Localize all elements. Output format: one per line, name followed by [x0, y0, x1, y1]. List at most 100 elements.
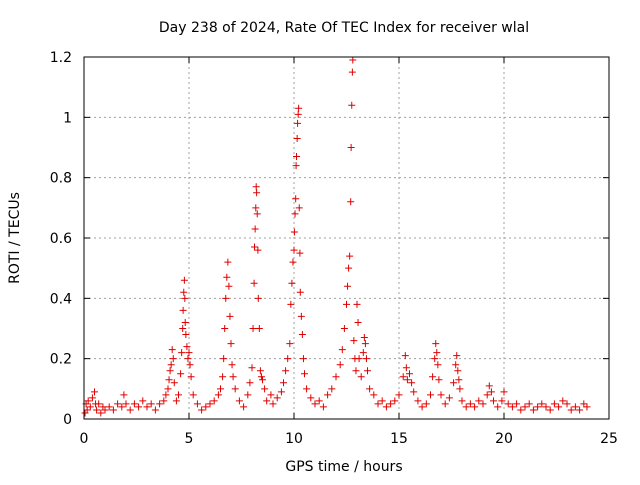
- data-point: [307, 394, 315, 402]
- data-point: [193, 400, 201, 408]
- data-point: [567, 406, 575, 414]
- data-point: [479, 400, 487, 408]
- data-point: [227, 340, 235, 348]
- points-layer: [81, 56, 591, 417]
- data-point: [433, 349, 441, 357]
- data-point: [170, 379, 178, 387]
- data-point: [490, 397, 497, 405]
- data-point: [454, 367, 462, 375]
- data-point: [120, 391, 128, 399]
- x-tick-label: 5: [185, 431, 194, 447]
- data-point: [290, 228, 298, 236]
- data-point: [295, 104, 303, 112]
- data-point: [256, 367, 264, 375]
- data-point: [214, 391, 222, 399]
- y-tick-label: 0.2: [50, 352, 72, 368]
- data-point: [143, 403, 151, 411]
- data-point: [295, 204, 303, 212]
- data-point: [179, 325, 187, 332]
- data-point: [458, 397, 466, 405]
- data-point: [311, 400, 319, 408]
- data-point: [441, 400, 449, 408]
- data-point: [251, 243, 259, 251]
- data-point: [429, 373, 437, 381]
- data-point: [483, 391, 491, 399]
- data-point: [147, 400, 155, 408]
- data-point: [513, 400, 521, 408]
- data-point: [289, 258, 297, 266]
- data-point: [500, 388, 508, 396]
- data-point: [222, 294, 230, 302]
- data-point: [217, 385, 224, 393]
- data-point: [267, 391, 275, 399]
- data-point: [177, 370, 185, 378]
- data-point: [118, 403, 126, 411]
- data-point: [294, 119, 302, 127]
- data-point: [172, 397, 180, 405]
- data-point: [498, 397, 506, 405]
- data-point: [349, 56, 357, 64]
- data-point: [347, 198, 355, 206]
- data-point: [235, 397, 243, 405]
- data-point: [240, 403, 248, 411]
- data-point: [387, 400, 395, 408]
- data-point: [292, 162, 300, 170]
- data-point: [453, 352, 461, 360]
- data-point: [345, 264, 353, 272]
- data-point: [167, 361, 175, 369]
- data-point: [347, 144, 355, 151]
- data-point: [294, 110, 302, 118]
- data-point: [223, 273, 231, 281]
- data-point: [328, 385, 336, 393]
- data-point: [250, 279, 258, 287]
- data-point: [168, 346, 176, 354]
- data-point: [221, 325, 229, 332]
- data-point: [401, 352, 409, 360]
- data-point: [249, 325, 257, 332]
- data-point: [391, 397, 399, 405]
- data-point: [403, 376, 411, 384]
- data-point: [156, 400, 164, 408]
- data-point: [418, 403, 426, 411]
- ticks-layer: 0 5 10 15 20 25 0 0.2 0.4 0.6 0.8 1 1.2: [50, 50, 618, 447]
- data-point: [315, 397, 323, 405]
- data-point: [186, 361, 194, 369]
- data-point: [378, 397, 386, 405]
- x-tick-label: 20: [495, 431, 513, 447]
- data-point: [252, 204, 260, 212]
- data-point: [180, 288, 188, 296]
- data-point: [135, 403, 143, 411]
- data-point: [435, 376, 443, 384]
- data-point: [253, 210, 261, 218]
- data-point: [299, 355, 307, 363]
- x-tick-label: 10: [285, 431, 303, 447]
- data-point: [202, 403, 210, 411]
- data-point: [162, 391, 170, 399]
- data-point: [259, 376, 266, 384]
- data-point: [160, 397, 168, 405]
- data-point: [508, 403, 516, 411]
- data-point: [494, 403, 502, 411]
- data-point: [139, 397, 147, 405]
- data-point: [91, 388, 98, 396]
- data-point: [542, 403, 550, 411]
- data-point: [254, 246, 262, 254]
- data-point: [225, 282, 233, 290]
- data-point: [571, 403, 579, 411]
- x-tick-label: 0: [80, 431, 89, 447]
- data-point: [182, 331, 190, 339]
- data-point: [319, 403, 327, 411]
- data-point: [105, 403, 113, 411]
- data-point: [332, 373, 340, 381]
- data-point: [114, 400, 122, 408]
- x-tick-label: 25: [600, 431, 618, 447]
- data-point: [231, 385, 239, 393]
- data-point: [487, 388, 495, 396]
- data-point: [151, 406, 159, 414]
- data-point: [248, 364, 256, 372]
- data-point: [452, 361, 460, 369]
- data-point: [583, 403, 591, 411]
- data-point: [189, 391, 197, 399]
- data-point: [504, 400, 512, 408]
